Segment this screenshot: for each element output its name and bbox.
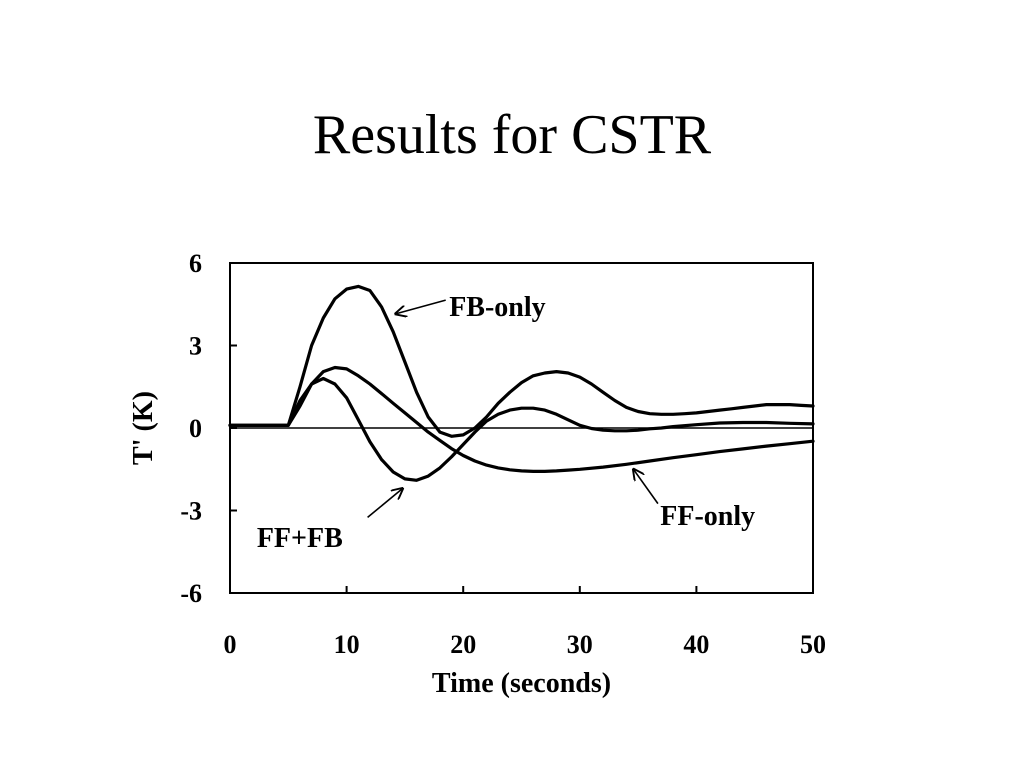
y-tick-label: 3 xyxy=(189,332,202,361)
annotation-arrow-fb-only xyxy=(396,299,446,314)
x-tick-label: 40 xyxy=(683,630,709,659)
x-axis-title: Time (seconds) xyxy=(432,668,611,699)
x-tick-label: 50 xyxy=(800,630,826,659)
y-tick-label: 6 xyxy=(189,249,202,278)
series-layer xyxy=(228,284,815,482)
x-axis-ticks: 0 10 20 30 40 50 xyxy=(224,586,826,659)
x-tick-label: 20 xyxy=(450,630,476,659)
series-line-ff-fb xyxy=(228,376,815,482)
x-tick-label: 30 xyxy=(567,630,593,659)
annotation-layer: FB-only FF+FB FF-only xyxy=(257,292,755,554)
annotation-label-fb-only: FB-only xyxy=(449,292,545,323)
annotation-arrow-ff-fb xyxy=(367,489,403,518)
x-tick-label: 10 xyxy=(334,630,360,659)
series-line-ff-only xyxy=(228,365,815,473)
y-tick-label: 0 xyxy=(189,414,202,443)
annotation-label-ff-fb: FF+FB xyxy=(257,523,343,554)
y-axis-title: T' (K) xyxy=(128,391,159,465)
series-line-fb-only xyxy=(228,284,815,438)
annotation-label-ff-only: FF-only xyxy=(660,501,755,532)
y-axis-ticks: -6 -3 0 3 6 xyxy=(180,249,237,608)
y-tick-label: -3 xyxy=(180,497,202,526)
y-tick-label: -6 xyxy=(180,579,202,608)
x-tick-label: 0 xyxy=(224,630,237,659)
slide-title: Results for CSTR xyxy=(312,104,712,166)
annotation-arrow-ff-only xyxy=(633,469,659,505)
